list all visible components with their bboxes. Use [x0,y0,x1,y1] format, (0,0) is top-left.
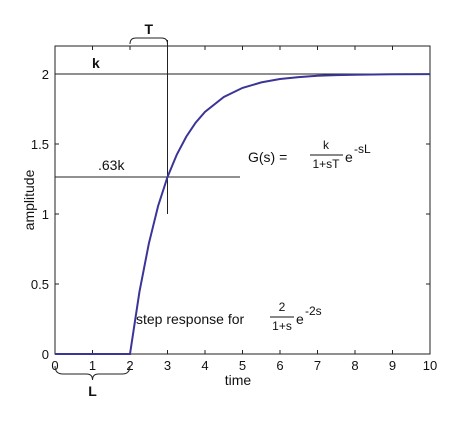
formula-exponent: -sL [354,142,371,156]
step-exp-base: e [296,311,304,327]
x-tick-label: 2 [126,358,133,373]
x-axis-label: time [225,372,252,388]
x-tick-label: 4 [201,358,208,373]
t-brace [129,37,168,45]
y-tick-label: 2 [42,67,49,82]
x-tick-label: 5 [239,358,246,373]
formula-numerator: k [323,138,330,152]
step-exponent: -2s [305,304,322,318]
y-tick-label: 1 [42,207,49,222]
plot-frame [54,45,431,355]
y-axis-label: amplitude [21,169,37,230]
step-numerator: 2 [279,300,286,314]
x-tick-label: 10 [423,358,437,373]
y-tick-label: 0 [42,347,49,362]
guide-lines [55,40,430,214]
x-tick-label: 6 [276,358,283,373]
x-tick-label: 9 [389,358,396,373]
formula-lhs: G(s) = [248,149,287,165]
x-tick-label: 8 [351,358,358,373]
x-tick-label: 0 [51,358,58,373]
step-denominator: 1+s [272,319,292,333]
step-response-text: step response for [136,311,245,327]
x-axis-ticks: 0 1 2 3 4 5 6 7 8 9 10 [51,46,437,373]
point63-label: .63k [98,157,125,173]
t-label: T [144,21,153,37]
formula-denominator: 1+sT [312,157,340,171]
y-tick-label: 1.5 [31,137,49,152]
formula-exp-base: e [345,149,353,165]
x-tick-label: 7 [314,358,321,373]
step-response-curve [55,73,431,355]
x-tick-label: 3 [164,358,171,373]
k-label: k [92,55,100,71]
y-tick-label: 0.5 [31,277,49,292]
x-tick-label: 1 [89,358,96,373]
l-label: L [88,383,97,399]
l-brace [54,365,131,381]
